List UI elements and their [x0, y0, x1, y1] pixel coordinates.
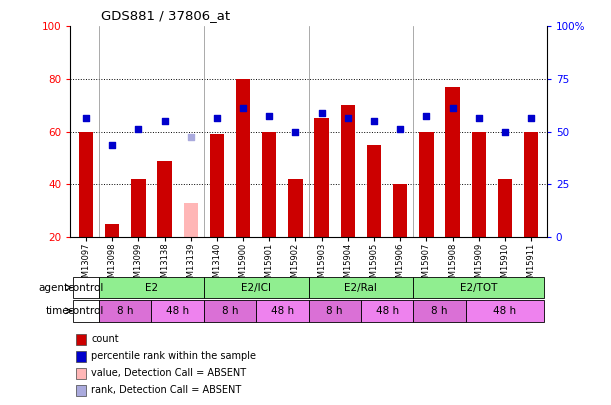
Point [108, 142, 117, 148]
Text: percentile rank within the sample: percentile rank within the sample [91, 352, 256, 361]
Text: E2/TOT: E2/TOT [460, 283, 497, 292]
Point [291, 128, 301, 135]
Text: E2/Ral: E2/Ral [345, 283, 378, 292]
Text: 48 h: 48 h [271, 306, 294, 316]
Point [369, 118, 379, 124]
Bar [262, 132, 276, 237]
Bar [152, 300, 204, 322]
Text: 48 h: 48 h [494, 306, 516, 316]
Text: GDS881 / 37806_at: GDS881 / 37806_at [101, 9, 230, 22]
Bar [341, 105, 355, 237]
Bar [309, 277, 413, 298]
Text: 48 h: 48 h [166, 306, 189, 316]
Point [265, 113, 274, 119]
Text: control: control [68, 283, 104, 292]
Bar [472, 132, 486, 237]
Text: control: control [68, 306, 104, 316]
Text: 8 h: 8 h [117, 306, 134, 316]
Point [343, 115, 353, 122]
Point [159, 118, 169, 124]
Point [186, 134, 196, 140]
Bar [158, 161, 172, 237]
Bar [445, 87, 459, 237]
Bar [498, 179, 512, 237]
Bar [99, 277, 204, 298]
Point [474, 115, 484, 122]
Text: E2/ICI: E2/ICI [241, 283, 271, 292]
Text: 8 h: 8 h [326, 306, 343, 316]
Bar [99, 300, 152, 322]
Bar [413, 300, 466, 322]
Bar [131, 179, 145, 237]
Point [238, 105, 248, 111]
Point [500, 128, 510, 135]
Point [448, 105, 458, 111]
Point [316, 110, 326, 117]
Text: 8 h: 8 h [222, 306, 238, 316]
Point [212, 115, 222, 122]
Bar [413, 277, 544, 298]
Point [395, 126, 405, 132]
Bar [210, 134, 224, 237]
Bar [204, 300, 256, 322]
Text: E2: E2 [145, 283, 158, 292]
Bar [367, 145, 381, 237]
Bar [79, 132, 93, 237]
Bar [204, 277, 309, 298]
Bar [236, 79, 251, 237]
Text: count: count [91, 335, 119, 344]
Bar [288, 179, 302, 237]
Text: value, Detection Call = ABSENT: value, Detection Call = ABSENT [91, 369, 246, 378]
Text: 48 h: 48 h [376, 306, 398, 316]
Bar [393, 184, 408, 237]
Text: agent: agent [39, 283, 69, 292]
Bar [524, 132, 538, 237]
Bar [361, 300, 413, 322]
Text: time: time [45, 306, 69, 316]
Text: 8 h: 8 h [431, 306, 448, 316]
Bar [183, 203, 198, 237]
Point [422, 113, 431, 119]
Bar [309, 300, 361, 322]
Point [81, 115, 91, 122]
Bar [315, 118, 329, 237]
Text: rank, Detection Call = ABSENT: rank, Detection Call = ABSENT [91, 386, 241, 395]
Point [133, 126, 143, 132]
Bar [256, 300, 309, 322]
Bar [73, 300, 99, 322]
Bar [466, 300, 544, 322]
Bar [73, 277, 99, 298]
Bar [105, 224, 119, 237]
Point [526, 115, 536, 122]
Bar [419, 132, 434, 237]
